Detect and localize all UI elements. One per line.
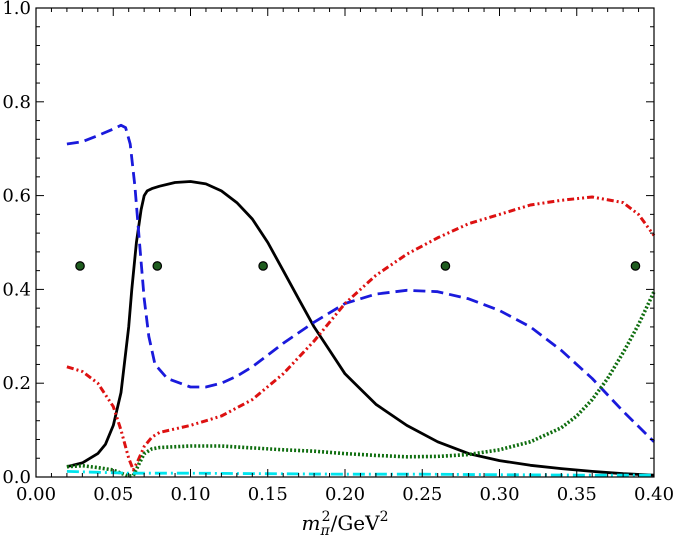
y-tick-label: 0.4 bbox=[2, 279, 31, 300]
data-point-marker bbox=[75, 261, 85, 271]
series-line-4 bbox=[66, 290, 656, 478]
x-tick-label: 0.00 bbox=[16, 484, 56, 505]
marker-layer bbox=[75, 261, 641, 271]
x-tick-label: 0.05 bbox=[93, 484, 133, 505]
x-axis-label: mπ2/GeV2 bbox=[301, 509, 388, 539]
x-tick-label: 0.25 bbox=[402, 484, 442, 505]
x-tick-label: 0.40 bbox=[634, 484, 674, 505]
data-point-marker bbox=[440, 261, 451, 271]
y-tick-label: 1.0 bbox=[2, 0, 31, 19]
data-point-marker bbox=[152, 261, 163, 271]
y-tick-label: 0.2 bbox=[2, 373, 31, 394]
series-line-2 bbox=[66, 123, 655, 443]
data-point-marker bbox=[630, 261, 641, 271]
x-tick-label: 0.10 bbox=[170, 484, 210, 505]
data-point-marker bbox=[258, 261, 268, 271]
tick-labels: 0.00 0.05 0.10 0.15 0.20 0.25 0.30 0.35 0.40 0.0 0… bbox=[2, 0, 674, 505]
x-tick-label: 0.15 bbox=[248, 484, 288, 505]
x-tick-label: 0.30 bbox=[479, 484, 519, 505]
x-tick-label: 0.20 bbox=[325, 484, 365, 505]
series-line-3 bbox=[66, 195, 656, 472]
y-tick-label: 0.8 bbox=[2, 92, 31, 113]
y-tick-label: 0.6 bbox=[2, 186, 31, 207]
series-line-1 bbox=[66, 180, 655, 477]
plot-frame bbox=[35, 7, 655, 478]
y-tick-label: 0.0 bbox=[2, 467, 31, 488]
axis-ticks bbox=[35, 7, 655, 478]
x-tick-label: 0.35 bbox=[557, 484, 597, 505]
series-layer bbox=[66, 123, 656, 478]
